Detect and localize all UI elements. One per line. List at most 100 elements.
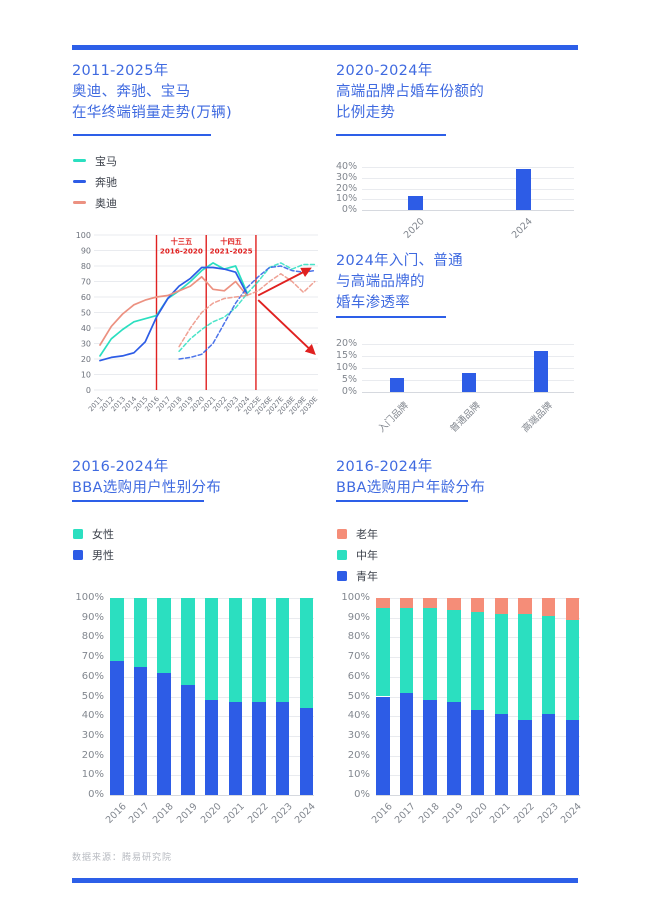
- bar-segment-老年: [376, 598, 390, 608]
- bar-segment-女性: [181, 598, 195, 685]
- plan-period-annotation: 十四五: [220, 237, 242, 246]
- legend-line-swatch: [73, 180, 86, 183]
- bar-segment-中年: [423, 607, 437, 701]
- share-chart-canvas: 0% 10% 20% 30% 40% 2020 2024: [336, 158, 581, 263]
- title-underline: [336, 134, 446, 136]
- x-axis-label: 高端品牌: [520, 400, 555, 435]
- y-axis-label: 20: [81, 355, 91, 364]
- plan-period-annotation: 2016-2020: [160, 247, 203, 256]
- legend-square-swatch: [73, 549, 83, 560]
- y-axis-label: 40%: [81, 710, 104, 722]
- y-axis-label: 30%: [336, 171, 358, 183]
- legend-item: 宝马: [73, 150, 117, 171]
- y-axis-label: 70%: [81, 651, 104, 663]
- y-axis-label: 70%: [347, 651, 370, 663]
- bar-segment-中年: [565, 619, 580, 721]
- y-axis-label: 20%: [336, 182, 358, 194]
- bar-segment-老年: [423, 598, 437, 608]
- bar-普通品牌: [462, 372, 476, 392]
- y-axis-label: 50%: [81, 690, 104, 702]
- age-chart-canvas: 0% 10% 20% 30% 40% 50% 60% 70% 80% 90% 100% 2016 201…: [330, 590, 588, 858]
- trend-arrow: [257, 299, 316, 355]
- line-series-宝马-dashed: [178, 262, 316, 353]
- grid-line: [110, 795, 314, 796]
- grid-line: [362, 356, 574, 357]
- bar-segment-青年: [399, 692, 414, 795]
- y-axis-label: 40: [81, 324, 91, 333]
- legend-item: 中年: [337, 544, 378, 565]
- bar-segment-中年: [541, 615, 556, 715]
- title-line: 高端品牌占婚车份额的: [336, 84, 484, 100]
- legend-line-swatch: [73, 159, 86, 162]
- y-axis-label: 100%: [75, 592, 104, 603]
- legend-label: 奥迪: [95, 196, 117, 210]
- bar-segment-男性: [228, 702, 242, 795]
- bar-2020: [407, 196, 423, 210]
- legend-square-swatch: [337, 549, 347, 560]
- legend-item: 青年: [337, 565, 378, 586]
- y-axis-label: 80%: [347, 631, 370, 643]
- y-axis-label: 100%: [341, 592, 370, 603]
- title-underline: [336, 316, 446, 318]
- grid-line: [362, 368, 574, 369]
- bar-segment-男性: [133, 666, 148, 795]
- bar-segment-女性: [275, 598, 290, 703]
- bar-segment-男性: [252, 702, 266, 795]
- plan-period-annotation: 十三五: [171, 237, 193, 246]
- bar-segment-青年: [447, 702, 461, 795]
- title-line: 比例走势: [336, 105, 396, 121]
- y-axis-label: 0%: [341, 386, 357, 397]
- bar-segment-中年: [494, 613, 508, 715]
- y-axis-label: 15%: [336, 350, 358, 361]
- gender-chart-canvas: 0% 10% 20% 30% 40% 50% 60% 70% 80% 90% 100% 2016 201…: [64, 590, 322, 858]
- trend-arrow: [257, 267, 312, 297]
- bar-segment-青年: [470, 710, 485, 795]
- y-axis-label: 60%: [347, 670, 370, 682]
- y-axis-label: 80%: [81, 631, 104, 643]
- legend-square-swatch: [73, 528, 83, 539]
- legend-square-swatch: [337, 570, 347, 581]
- y-axis-label: 10%: [81, 769, 104, 781]
- bar-segment-青年: [541, 714, 556, 795]
- title-line: 在华终端销量走势(万辆): [72, 105, 232, 121]
- y-axis-label: 20%: [336, 338, 358, 349]
- title-line: BBA选购用户年龄分布: [336, 480, 486, 496]
- title-line: BBA选购用户性别分布: [72, 480, 222, 496]
- bar-segment-女性: [204, 598, 219, 701]
- y-axis-label: 90%: [81, 611, 104, 623]
- grid-line: [362, 344, 574, 345]
- title-underline: [336, 500, 468, 502]
- y-axis-label: 80: [81, 262, 91, 271]
- legend-item: 男性: [73, 544, 114, 565]
- grid-line: [362, 167, 574, 169]
- y-axis-label: 10%: [336, 193, 358, 205]
- bar-segment-女性: [228, 598, 242, 703]
- bar-segment-中年: [518, 613, 532, 721]
- bar-segment-老年: [399, 598, 414, 608]
- sales-chart-title: 2011-2025年 奥迪、奔驰、宝马 在华终端销量走势(万辆): [72, 61, 232, 124]
- data-source-note: 数据来源：腾易研究院: [72, 853, 173, 863]
- top-rule: [72, 45, 578, 50]
- y-axis-label: 0%: [341, 204, 357, 215]
- y-axis-label: 0: [86, 386, 91, 395]
- bar-高端品牌: [534, 351, 548, 392]
- title-underline: [72, 500, 204, 502]
- bar-segment-青年: [423, 700, 437, 795]
- legend-label: 老年: [356, 527, 378, 541]
- y-axis-label: 30: [81, 339, 91, 348]
- y-axis-label: 30%: [347, 729, 370, 741]
- bar-segment-老年: [518, 598, 532, 614]
- y-axis-label: 60: [81, 293, 91, 302]
- legend-label: 宝马: [95, 154, 117, 168]
- grid-line: [362, 199, 574, 201]
- bar-segment-女性: [133, 598, 148, 667]
- y-axis-label: 20%: [81, 749, 104, 761]
- bar-segment-青年: [518, 720, 532, 795]
- title-underline: [73, 134, 211, 136]
- title-line: 2011-2025年: [72, 63, 169, 79]
- bar-segment-中年: [470, 611, 485, 711]
- y-axis-label: 60%: [81, 670, 104, 682]
- bar-segment-青年: [376, 696, 390, 795]
- legend-item: 女性: [73, 523, 114, 544]
- y-axis-label: 30%: [81, 729, 104, 741]
